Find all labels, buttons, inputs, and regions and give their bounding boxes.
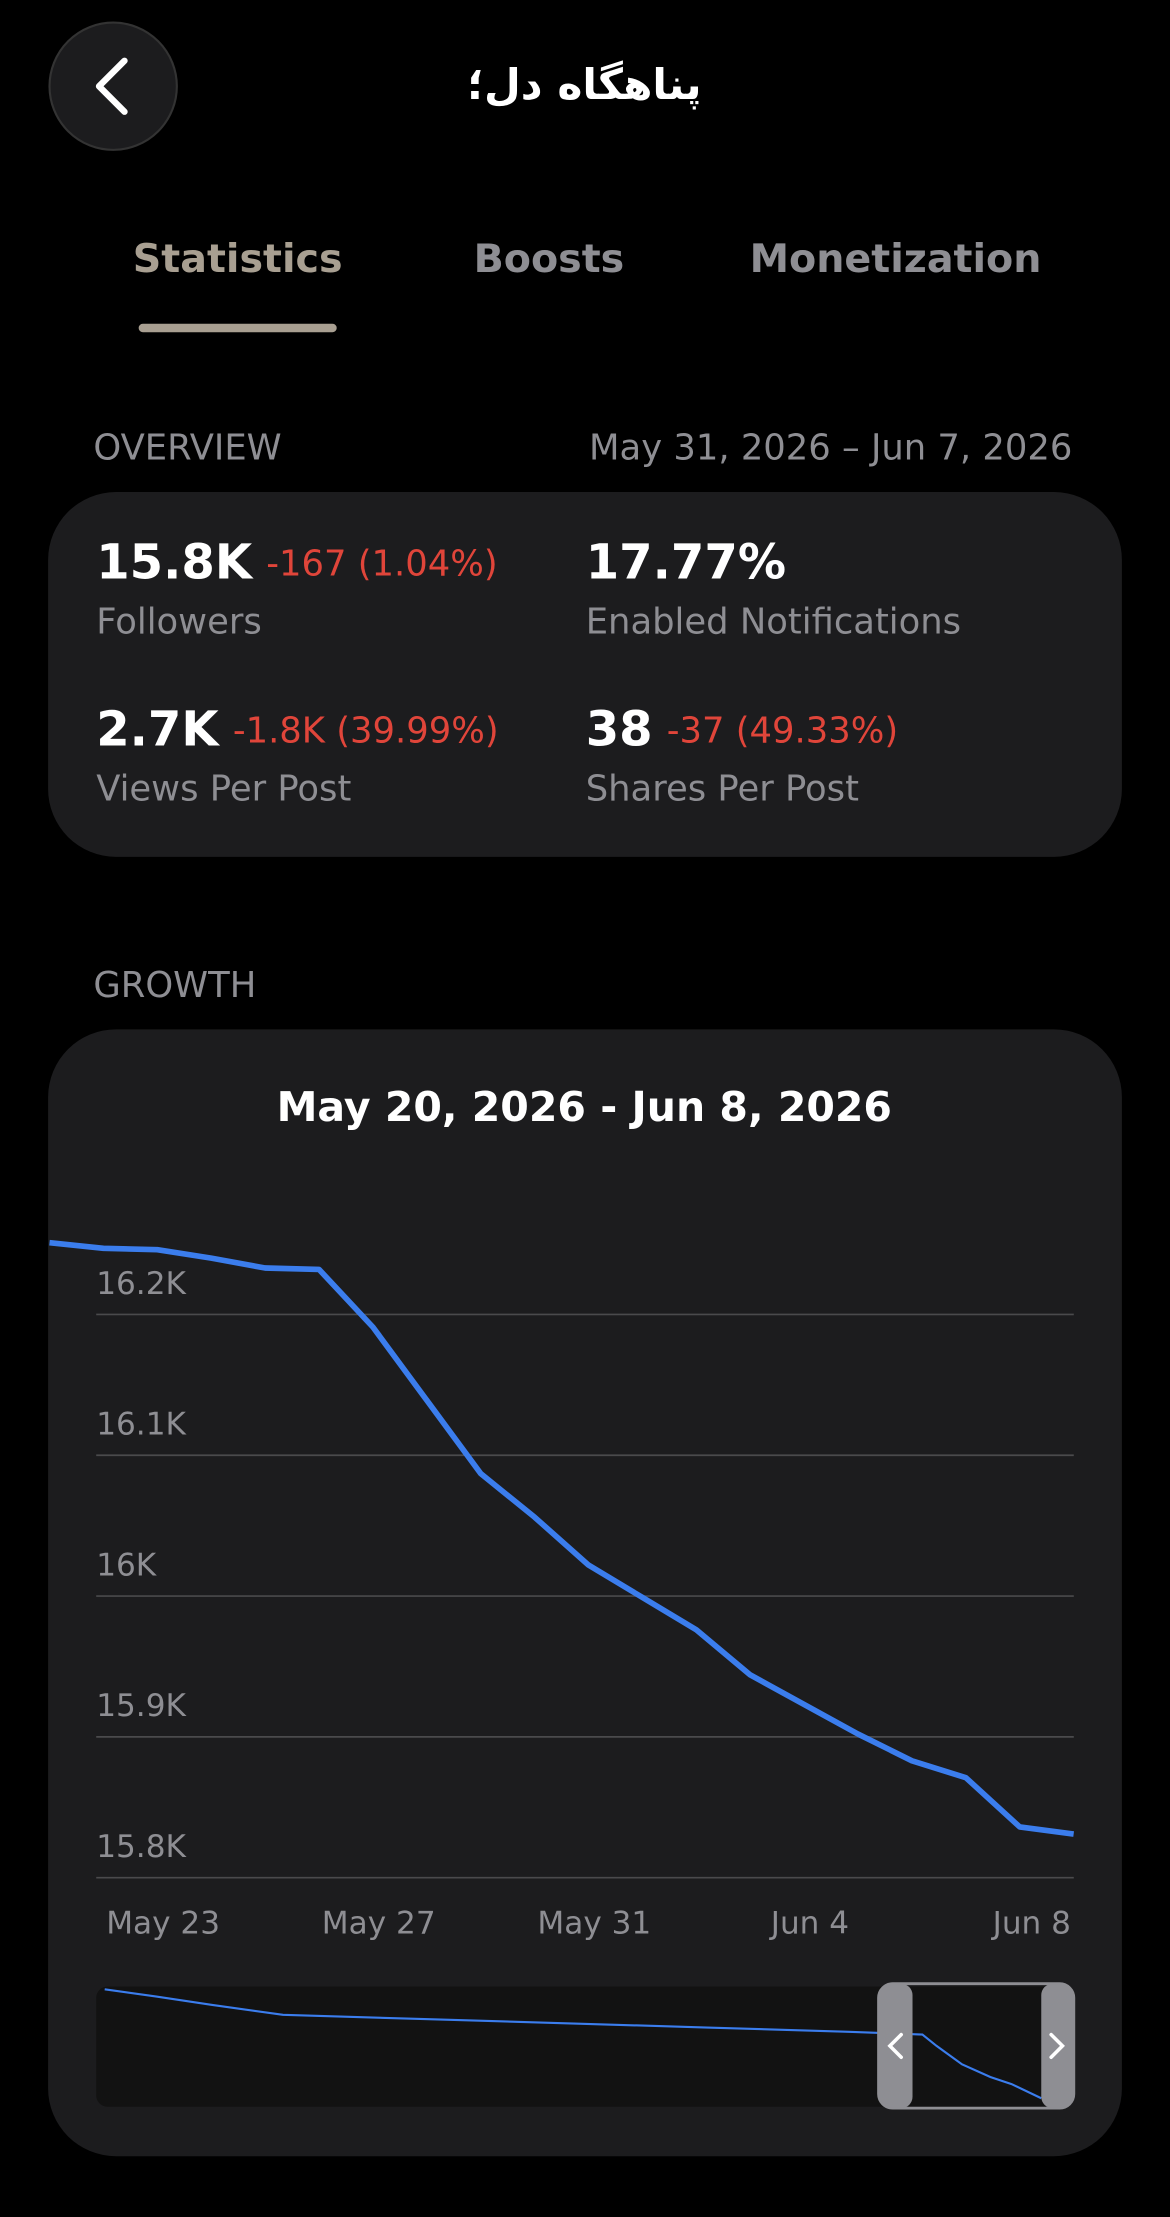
stat-label: Views Per Post <box>96 768 351 809</box>
stat-label: Followers <box>96 602 262 643</box>
y-tick-label: 15.9K <box>96 1688 187 1724</box>
tab[interactable]: Monetization <box>750 236 1042 282</box>
x-tick-label: May 31 <box>537 1905 651 1941</box>
stat: 2.7K -1.8K (39.99%) <box>96 701 498 757</box>
tab[interactable]: Boosts <box>474 236 625 282</box>
stat-value: 2.7K <box>96 701 220 757</box>
date-range: May 31, 2026 – Jun 7, 2026 <box>589 428 1072 469</box>
stat: 17.77% <box>586 535 786 591</box>
growth-card <box>48 1029 1122 2157</box>
x-tick-label: May 23 <box>106 1905 220 1941</box>
section-heading: OVERVIEW <box>93 428 281 469</box>
tab-indicator <box>138 323 337 333</box>
stat-value: 17.77% <box>586 535 786 591</box>
range-navigator[interactable] <box>96 1982 1076 2110</box>
y-tick-label: 16.2K <box>96 1266 187 1302</box>
x-tick-label: May 27 <box>322 1905 436 1941</box>
stat-value: 38 <box>586 701 653 757</box>
section-heading: GROWTH <box>93 965 256 1006</box>
chart-title: May 20, 2026 - Jun 8, 2026 <box>277 1083 892 1131</box>
tab[interactable]: Statistics <box>133 236 343 282</box>
page-title: پناهگاه دل؛ <box>467 60 702 110</box>
overview-card <box>48 492 1122 857</box>
x-tick-label: Jun 8 <box>991 1905 1071 1941</box>
stat: 38 -37 (49.33%) <box>586 701 898 757</box>
stat-change: -1.8K (39.99%) <box>233 710 499 751</box>
y-tick-label: 15.8K <box>96 1829 187 1865</box>
stat-change: -37 (49.33%) <box>667 710 898 751</box>
y-tick-label: 16.1K <box>96 1407 187 1443</box>
back-button[interactable] <box>48 21 178 151</box>
x-tick-label: Jun 4 <box>769 1905 849 1941</box>
stat-label: Enabled Notifications <box>586 602 961 643</box>
stat-label: Shares Per Post <box>586 768 859 809</box>
stat-change: -167 (1.04%) <box>266 544 497 585</box>
y-tick-label: 16K <box>96 1547 158 1583</box>
stat-value: 15.8K <box>96 535 254 591</box>
stat: 15.8K -167 (1.04%) <box>96 535 497 591</box>
line <box>49 1239 1075 1837</box>
